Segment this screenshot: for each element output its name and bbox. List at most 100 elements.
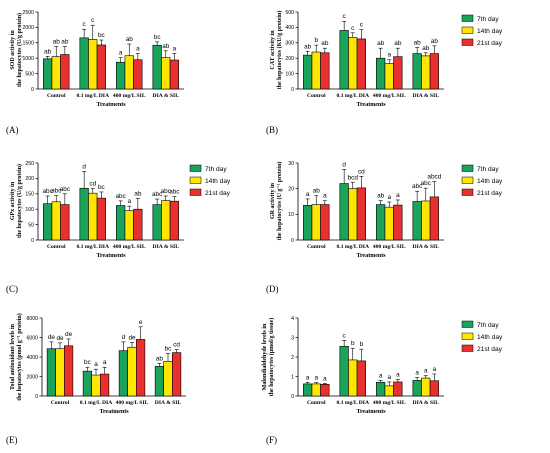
x-tick-label: DIA & SIL bbox=[155, 400, 182, 406]
legend-label: 14th day bbox=[477, 334, 503, 341]
bar bbox=[356, 187, 366, 241]
bar bbox=[429, 380, 439, 397]
bar bbox=[429, 196, 439, 241]
panel-label: (F) bbox=[266, 435, 277, 445]
significance-label: ab bbox=[44, 48, 52, 55]
legend: 7th day 14th day 21st day bbox=[461, 14, 503, 47]
bar bbox=[303, 205, 313, 241]
significance-label: ab bbox=[126, 36, 134, 43]
x-axis-title: Treatments bbox=[356, 409, 386, 415]
y-axis-title: Malondialdehyde levels inthe hepatocytes… bbox=[262, 318, 275, 397]
significance-label: e bbox=[139, 319, 143, 326]
legend-swatch bbox=[461, 26, 474, 34]
y-tick-label: 2000 bbox=[22, 25, 34, 31]
y-tick-label: 4 bbox=[291, 316, 294, 322]
significance-label: ab bbox=[61, 38, 69, 45]
chart-panel-4: 0 10 20 30 GR activity inthe hepatocytes (U … bbox=[266, 161, 503, 294]
chart-panel-6: 0 1 2 3 4 Malondialdehyde levels inthe hepato… bbox=[262, 316, 503, 445]
bar bbox=[348, 37, 358, 90]
bar bbox=[320, 383, 330, 397]
significance-label: a bbox=[314, 374, 318, 381]
legend-label: 21st day bbox=[477, 40, 503, 47]
x-tick-label: 400 mg/L SIL bbox=[116, 400, 149, 406]
significance-label: cd bbox=[173, 342, 180, 349]
y-tick-label: 500 bbox=[25, 71, 34, 77]
significance-label: a bbox=[396, 192, 400, 199]
x-tick-label: Control bbox=[307, 400, 326, 406]
significance-label: abc bbox=[412, 183, 423, 190]
bar bbox=[161, 200, 171, 241]
significance-label: ab bbox=[394, 40, 402, 47]
legend-label: 7th day bbox=[205, 166, 227, 173]
x-tick-label: 0.1 mg/L DIA bbox=[337, 400, 369, 406]
bar bbox=[339, 30, 349, 90]
significance-label: bc bbox=[165, 346, 173, 353]
x-tick-label: 400 mg/L SIL bbox=[373, 93, 406, 99]
significance-label: abc bbox=[42, 188, 53, 195]
significance-label: a bbox=[323, 375, 327, 382]
significance-label: a bbox=[387, 52, 391, 59]
legend-swatch bbox=[461, 320, 474, 328]
bar bbox=[124, 210, 134, 241]
panel-label: (B) bbox=[266, 125, 278, 135]
legend: 7th day 14th day 21st day bbox=[461, 164, 503, 197]
significance-label: ab bbox=[156, 355, 164, 362]
legend-label: 14th day bbox=[205, 178, 231, 185]
legend-swatch bbox=[461, 14, 474, 22]
significance-label: abc bbox=[421, 180, 432, 187]
y-tick-label: 300 bbox=[285, 41, 294, 47]
bar bbox=[116, 205, 126, 241]
bar bbox=[412, 380, 422, 397]
bar bbox=[60, 54, 70, 90]
bar bbox=[421, 377, 431, 397]
significance-label: a bbox=[306, 374, 310, 381]
significance-label: b bbox=[314, 37, 318, 44]
bar bbox=[339, 183, 349, 241]
significance-label: a bbox=[94, 361, 98, 368]
x-tick-label: DIA & SIL bbox=[413, 400, 440, 406]
significance-label: bc bbox=[98, 184, 106, 191]
significance-label: a bbox=[387, 374, 391, 381]
y-axis-title: SOD activity inthe hepatocytes (U/g prot… bbox=[10, 13, 23, 87]
legend-label: 7th day bbox=[477, 16, 499, 23]
significance-label: cd bbox=[358, 168, 365, 175]
bar bbox=[100, 373, 110, 397]
x-tick-label: 0.1 mg/L DIA bbox=[80, 400, 112, 406]
x-tick-label: 400 mg/L SIL bbox=[373, 244, 406, 250]
y-axis-title: GR activity inthe hepatocytes (U g⁻¹ pro… bbox=[270, 162, 283, 241]
bar bbox=[43, 203, 53, 241]
panel-label: (A) bbox=[6, 125, 19, 135]
significance-label: ab bbox=[431, 38, 439, 45]
significance-label: d bbox=[342, 161, 346, 168]
bar bbox=[154, 365, 165, 397]
significance-label: abc bbox=[152, 191, 163, 198]
significance-label: abc bbox=[115, 193, 126, 200]
bar bbox=[136, 339, 146, 397]
y-tick-label: 1 bbox=[291, 374, 294, 380]
significance-label: c bbox=[351, 25, 355, 32]
bar bbox=[133, 59, 143, 90]
legend-swatch bbox=[189, 188, 202, 196]
bar bbox=[339, 345, 349, 397]
significance-label: ab bbox=[377, 40, 385, 47]
bar bbox=[118, 350, 128, 397]
y-tick-label: 0 bbox=[291, 87, 294, 93]
legend-swatch bbox=[461, 38, 474, 46]
legend-label: 7th day bbox=[477, 166, 499, 173]
x-tick-label: Control bbox=[307, 244, 326, 250]
legend-label: 7th day bbox=[477, 322, 499, 329]
bar bbox=[320, 52, 330, 90]
x-axis-title: Treatments bbox=[356, 253, 386, 259]
legend-swatch bbox=[189, 164, 202, 172]
bar bbox=[429, 53, 439, 90]
significance-label: c bbox=[91, 17, 95, 24]
significance-label: a bbox=[136, 46, 140, 53]
bar bbox=[51, 201, 61, 241]
significance-label: ab bbox=[162, 43, 170, 50]
bar bbox=[88, 39, 98, 90]
bar bbox=[311, 383, 321, 397]
significance-label: abc bbox=[161, 188, 172, 195]
significance-label: bc bbox=[154, 34, 162, 41]
